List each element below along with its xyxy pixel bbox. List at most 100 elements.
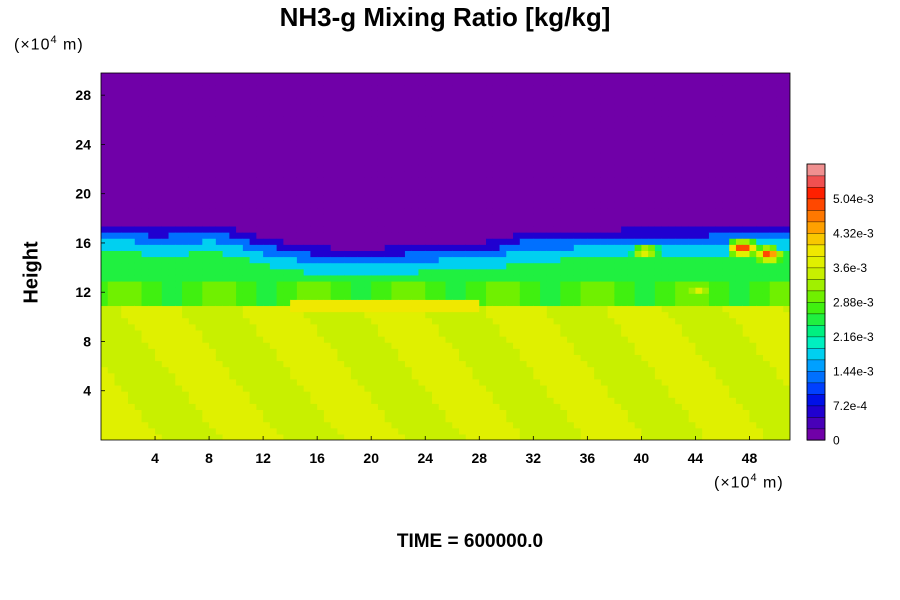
field-cell — [425, 256, 433, 264]
field-cell — [364, 250, 372, 258]
field-cell — [431, 207, 440, 215]
field-cell — [323, 73, 332, 80]
field-cell — [175, 427, 183, 435]
field-cell — [398, 232, 406, 239]
field-cell — [465, 128, 474, 135]
field-cell — [121, 91, 129, 99]
field-cell — [499, 305, 507, 313]
field-cell — [418, 207, 426, 215]
field-cell — [553, 391, 561, 398]
field-cell — [141, 262, 149, 270]
field-cell — [175, 256, 183, 264]
field-cell — [459, 372, 467, 380]
field-cell — [121, 121, 129, 129]
field-cell — [256, 427, 264, 435]
field-cell — [323, 409, 332, 417]
field-cell — [168, 305, 176, 313]
field-cell — [269, 433, 278, 440]
field-cell — [121, 244, 129, 251]
field-cell — [121, 201, 129, 209]
field-cell — [276, 73, 284, 80]
field-cell — [391, 268, 399, 276]
field-cell — [229, 409, 237, 417]
field-cell — [580, 299, 588, 307]
field-cell — [155, 293, 163, 300]
field-cell — [296, 207, 305, 215]
field-cell — [513, 280, 521, 288]
field-cell — [648, 195, 656, 203]
field-cell — [310, 158, 318, 166]
field-cell — [519, 238, 528, 245]
field-cell — [398, 91, 406, 99]
field-cell — [499, 378, 507, 386]
field-cell — [303, 323, 311, 331]
field-cell — [263, 317, 271, 325]
field-cell — [242, 207, 251, 215]
field-cell — [648, 225, 656, 233]
field-cell — [580, 397, 588, 404]
field-cell — [364, 219, 372, 227]
field-cell — [519, 397, 528, 404]
field-cell — [614, 256, 622, 264]
field-cell — [567, 354, 575, 362]
field-cell — [303, 348, 311, 355]
field-cell — [161, 262, 170, 270]
field-cell — [236, 378, 244, 386]
field-cell — [567, 103, 575, 111]
field-cell — [425, 164, 433, 172]
field-cell — [627, 85, 636, 92]
field-cell — [256, 97, 264, 105]
field-cell — [330, 409, 339, 417]
field-cell — [540, 115, 548, 123]
field-cell — [519, 103, 528, 111]
field-cell — [269, 305, 278, 313]
field-cell — [384, 121, 393, 129]
field-cell — [587, 91, 595, 99]
field-cell — [418, 360, 426, 368]
field-cell — [155, 250, 163, 258]
field-cell — [148, 311, 156, 319]
field-cell — [472, 244, 480, 251]
field-cell — [546, 256, 555, 264]
field-cell — [249, 360, 257, 368]
field-cell — [492, 207, 501, 215]
field-cell — [472, 109, 480, 117]
field-cell — [215, 121, 224, 129]
field-cell — [121, 128, 129, 135]
field-cell — [256, 121, 264, 129]
field-cell — [499, 366, 507, 374]
field-cell — [371, 195, 379, 203]
field-cell — [621, 183, 629, 190]
field-cell — [479, 415, 487, 423]
field-cell — [425, 121, 433, 129]
field-cell — [317, 311, 325, 319]
field-cell — [391, 195, 399, 203]
field-cell — [425, 336, 433, 343]
field-cell — [296, 73, 305, 80]
field-cell — [371, 201, 379, 209]
field-cell — [263, 134, 271, 141]
field-cell — [540, 152, 548, 160]
field-cell — [418, 342, 426, 349]
field-cell — [128, 103, 136, 111]
field-cell — [431, 152, 440, 160]
field-cell — [195, 311, 203, 319]
field-cell — [533, 207, 541, 215]
field-cell — [472, 213, 480, 221]
field-cell — [215, 109, 224, 117]
field-cell — [256, 158, 264, 166]
field-cell — [580, 73, 588, 80]
field-cell — [350, 403, 359, 411]
field-cell — [350, 176, 359, 184]
field-cell — [364, 391, 372, 398]
field-cell — [654, 91, 663, 99]
field-cell — [506, 164, 514, 172]
field-cell — [465, 170, 474, 178]
field-cell — [317, 305, 325, 313]
field-cell — [195, 397, 203, 404]
field-cell — [215, 73, 224, 80]
field-cell — [472, 329, 480, 337]
field-cell — [222, 348, 230, 355]
field-cell — [114, 311, 122, 319]
field-cell — [506, 262, 514, 270]
